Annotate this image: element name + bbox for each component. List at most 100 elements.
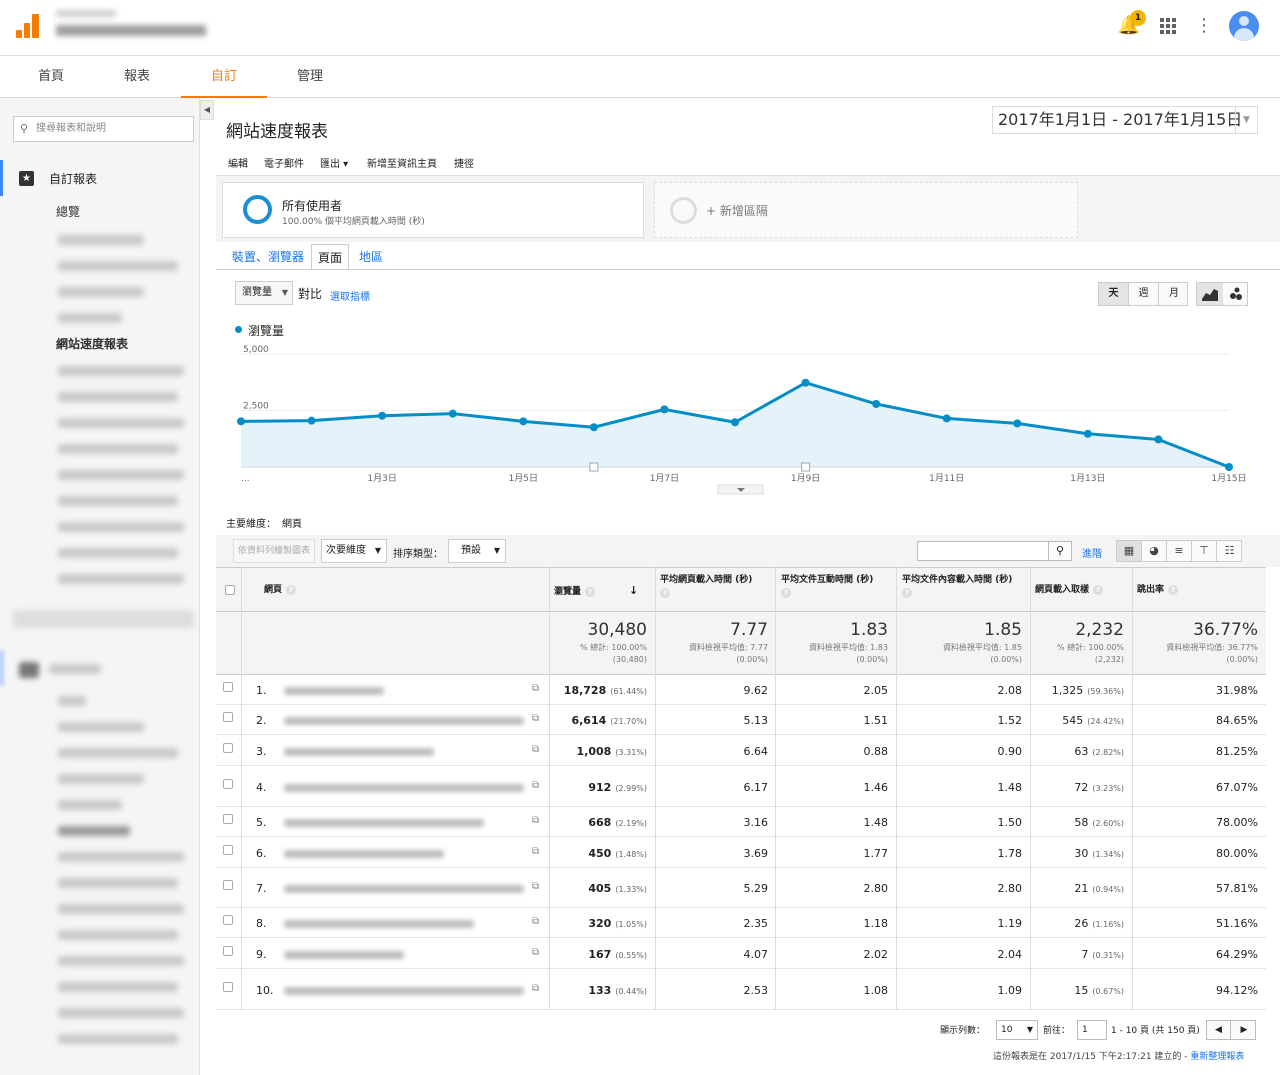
- day-button[interactable]: 天: [1099, 283, 1129, 305]
- tab-admin[interactable]: 管理: [296, 69, 323, 84]
- search-icon[interactable]: ⚲: [1048, 541, 1072, 561]
- sidebar-item-redacted[interactable]: [58, 366, 184, 376]
- table-search-input[interactable]: [917, 541, 1049, 561]
- sidebar-item-redacted[interactable]: [58, 287, 144, 297]
- page-url-redacted[interactable]: [284, 920, 474, 928]
- sidebar-item-site-speed[interactable]: 網站速度報表: [56, 337, 129, 351]
- row-checkbox[interactable]: [223, 779, 233, 789]
- edit-button[interactable]: 編輯: [228, 159, 248, 170]
- external-link-icon[interactable]: ⧉: [532, 780, 540, 791]
- shortcut-button[interactable]: 捷徑: [454, 159, 474, 170]
- col-avg-interactive[interactable]: 平均文件互動時間 (秒)?: [781, 574, 891, 600]
- row-checkbox[interactable]: [223, 845, 233, 855]
- table-view-icon[interactable]: ▦: [1117, 541, 1142, 561]
- help-icon[interactable]: ?: [286, 584, 297, 595]
- sidebar-item-redacted[interactable]: [58, 496, 178, 506]
- tab-page[interactable]: 頁面: [311, 244, 350, 270]
- external-link-icon[interactable]: ⧉: [532, 683, 540, 694]
- tab-customization[interactable]: 自訂: [181, 56, 267, 98]
- export-button[interactable]: 匯出 ▾: [320, 159, 349, 170]
- select-metric-link[interactable]: 選取指標: [330, 292, 370, 303]
- help-icon[interactable]: ?: [1093, 584, 1104, 595]
- plot-rows-button[interactable]: 依資料列繪製圖表: [233, 539, 315, 563]
- external-link-icon[interactable]: ⧉: [532, 881, 540, 892]
- external-link-icon[interactable]: ⧉: [532, 744, 540, 755]
- tab-region[interactable]: 地區: [359, 250, 384, 264]
- help-icon[interactable]: ?: [781, 587, 791, 598]
- external-link-icon[interactable]: ⧉: [532, 846, 540, 857]
- sidebar-item-redacted[interactable]: [58, 574, 184, 584]
- page-url-redacted[interactable]: [284, 850, 444, 858]
- week-button[interactable]: 週: [1129, 283, 1159, 305]
- line-chart-icon[interactable]: [1197, 283, 1223, 305]
- row-checkbox[interactable]: [223, 880, 233, 890]
- sidebar-section-custom-reports[interactable]: 自訂報表: [49, 172, 98, 186]
- sidebar-item-redacted[interactable]: [58, 392, 178, 402]
- more-vert-icon[interactable]: ⋮: [1195, 15, 1213, 36]
- comparison-view-icon[interactable]: ⊤: [1192, 541, 1217, 561]
- page-url-redacted[interactable]: [284, 717, 524, 725]
- page-url-redacted[interactable]: [284, 951, 404, 959]
- page-url-redacted[interactable]: [284, 748, 434, 756]
- sidebar-item-redacted[interactable]: [58, 470, 184, 480]
- tab-home[interactable]: 首頁: [37, 69, 64, 84]
- col-avg-load[interactable]: 平均網頁載入時間 (秒)?: [660, 574, 770, 600]
- sidebar-item-redacted[interactable]: [58, 418, 184, 428]
- page-url-redacted[interactable]: [284, 687, 384, 695]
- avatar[interactable]: [1229, 11, 1259, 41]
- collapse-sidebar-button[interactable]: ◀: [200, 100, 214, 120]
- sidebar-item-redacted[interactable]: [58, 313, 122, 323]
- goto-page-input[interactable]: 1: [1077, 1020, 1107, 1040]
- next-page-icon[interactable]: ▶: [1240, 1025, 1248, 1035]
- pageviews-chart[interactable]: 5,000 2,500... 1月3日 1月5日 1月7日 1月9日 1月11日 1月13日 1…: [216, 315, 1280, 495]
- external-link-icon[interactable]: ⧉: [532, 983, 540, 994]
- row-checkbox[interactable]: [223, 946, 233, 956]
- select-all-checkbox[interactable]: [225, 585, 235, 595]
- motion-chart-icon[interactable]: [1223, 283, 1249, 305]
- add-segment-button[interactable]: + 新增區隔: [654, 182, 1078, 238]
- row-checkbox[interactable]: [223, 743, 233, 753]
- external-link-icon[interactable]: ⧉: [532, 815, 540, 826]
- sidebar-search-input[interactable]: ⚲ 搜尋報表和說明: [13, 116, 194, 142]
- month-button[interactable]: 月: [1169, 288, 1179, 299]
- apps-grid-icon[interactable]: [1156, 14, 1180, 38]
- help-icon[interactable]: ?: [1168, 584, 1179, 595]
- row-checkbox[interactable]: [223, 682, 233, 692]
- add-to-dashboard-button[interactable]: 新增至資訊主頁: [367, 159, 437, 170]
- sidebar-item-redacted[interactable]: [58, 261, 178, 271]
- performance-view-icon[interactable]: ≡: [1167, 541, 1192, 561]
- segment-all-users[interactable]: 所有使用者 100.00% 個平均網頁載入時間 (秒): [222, 182, 644, 238]
- rows-per-page-select[interactable]: 10 ▼: [996, 1020, 1038, 1040]
- col-page[interactable]: 網頁?: [264, 584, 297, 597]
- refresh-report-link[interactable]: 重新整理報表: [1190, 1052, 1245, 1062]
- sidebar-item-redacted[interactable]: [58, 444, 178, 454]
- col-avg-content[interactable]: 平均文件內容載入時間 (秒)?: [902, 574, 1022, 600]
- prev-page-icon[interactable]: ◀: [1207, 1021, 1231, 1039]
- help-icon[interactable]: ?: [660, 587, 670, 598]
- analytics-logo[interactable]: [16, 14, 40, 38]
- secondary-dimension-select[interactable]: 次要維度 ▼: [321, 539, 387, 563]
- external-link-icon[interactable]: ⧉: [532, 916, 540, 927]
- sidebar-item-redacted[interactable]: [58, 522, 184, 532]
- sidebar-item-overview[interactable]: 總覽: [56, 205, 81, 219]
- tab-device-browser[interactable]: 裝置、瀏覽器: [232, 250, 305, 264]
- pivot-view-icon[interactable]: ☷: [1224, 544, 1235, 557]
- sort-type-select[interactable]: 預設 ▼: [448, 539, 506, 563]
- sidebar-item-redacted[interactable]: [58, 235, 144, 245]
- sidebar-item-redacted[interactable]: [58, 548, 178, 558]
- row-checkbox[interactable]: [223, 712, 233, 722]
- pie-view-icon[interactable]: ◕: [1142, 541, 1167, 561]
- row-checkbox[interactable]: [223, 814, 233, 824]
- external-link-icon[interactable]: ⧉: [532, 713, 540, 724]
- metric-select[interactable]: 瀏覽量 ▼: [235, 281, 293, 305]
- page-url-redacted[interactable]: [284, 987, 524, 995]
- date-range-picker[interactable]: 2017年1月1日 - 2017年1月15日 ▼: [992, 106, 1258, 134]
- col-samples[interactable]: 網頁載入取樣?: [1035, 584, 1104, 597]
- page-url-redacted[interactable]: [284, 819, 484, 827]
- page-url-redacted[interactable]: [284, 885, 524, 893]
- primary-dimension-value[interactable]: 網頁: [282, 519, 302, 530]
- col-bounce[interactable]: 跳出率?: [1137, 584, 1179, 597]
- page-url-redacted[interactable]: [284, 784, 524, 792]
- help-icon[interactable]: ?: [902, 587, 912, 598]
- row-checkbox[interactable]: [223, 982, 233, 992]
